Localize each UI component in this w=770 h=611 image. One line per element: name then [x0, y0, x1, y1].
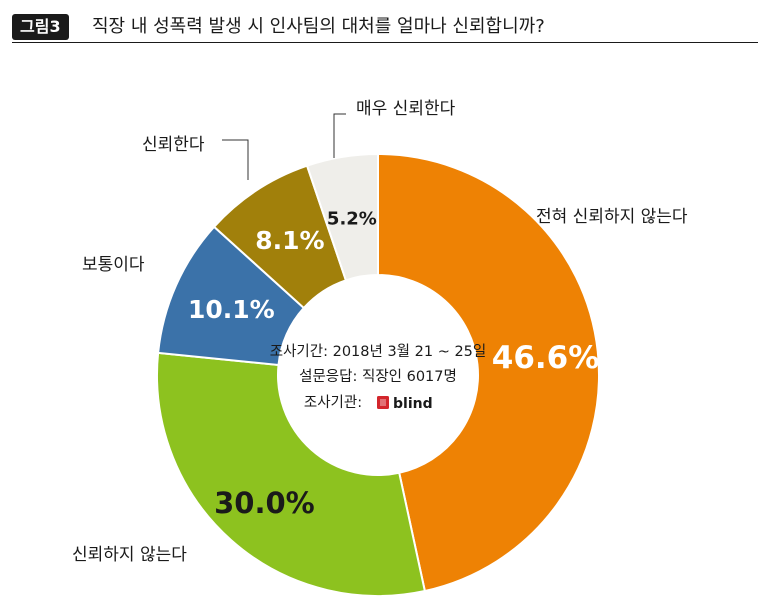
category-label-strongly-trust: 매우 신뢰한다	[356, 99, 456, 119]
value-label-strongly-trust: 5.2%	[327, 209, 377, 230]
slice-strongly-distrust	[377, 152, 600, 593]
slice-distrust	[156, 351, 427, 597]
category-label-strongly-distrust: 전혀 신뢰하지 않는다	[536, 207, 688, 227]
value-label-strongly-distrust: 46.6%	[492, 340, 600, 376]
center-period-text: 조사기간: 2018년 3월 21 ~ 25일	[270, 343, 487, 360]
value-label-distrust: 30.0%	[214, 486, 315, 520]
blind-logo-text: blind	[393, 396, 433, 412]
figure-title: 직장 내 성폭력 발생 시 인사팀의 대처를 얼마나 신뢰합니까?	[92, 16, 545, 37]
center-respondents-text: 설문응답: 직장인 6017명	[299, 368, 457, 385]
center-agency-label: 조사기관:	[304, 394, 362, 411]
leader-line-trust	[222, 139, 249, 180]
category-label-distrust: 신뢰하지 않는다	[72, 545, 187, 565]
blind-logo-icon	[377, 396, 389, 409]
value-label-neutral: 10.1%	[188, 295, 275, 324]
figure-header: 그림3 직장 내 성폭력 발생 시 인사팀의 대처를 얼마나 신뢰합니까?	[12, 10, 758, 44]
blind-logo-icon-inner	[380, 399, 386, 406]
value-label-trust: 8.1%	[255, 226, 324, 255]
header-rule	[12, 42, 758, 43]
category-label-neutral: 보통이다	[82, 255, 145, 275]
category-label-trust: 신뢰한다	[142, 135, 205, 155]
leader-line-strongly-trust	[333, 113, 346, 158]
slice-strongly-trust	[305, 152, 379, 282]
figure-badge: 그림3	[12, 14, 69, 40]
